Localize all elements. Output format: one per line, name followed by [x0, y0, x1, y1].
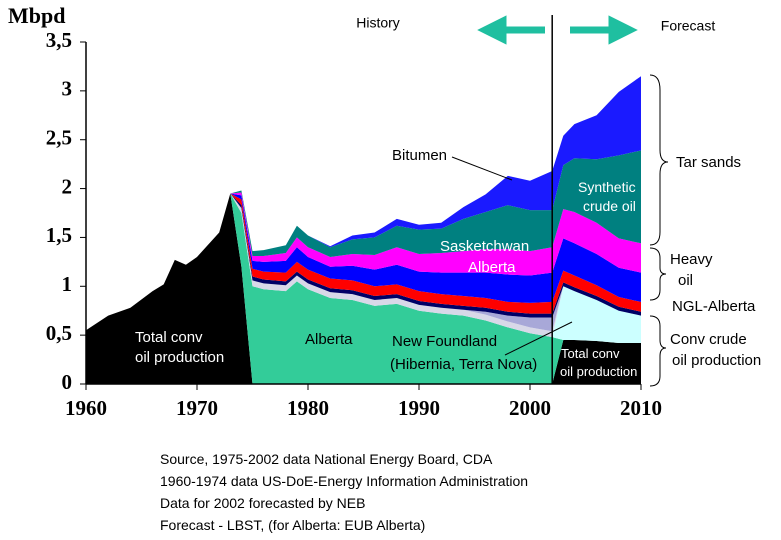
annotation: Sasketchwan — [440, 238, 529, 255]
history-arrow — [477, 15, 545, 45]
area — [86, 192, 641, 331]
x-tick-label: 1970 — [176, 396, 218, 420]
area — [86, 193, 641, 384]
area — [86, 76, 641, 331]
annotation: New Foundland (Hibernia, Terra Nova) — [390, 333, 537, 373]
y-tick-label: 1 — [62, 272, 73, 296]
leader-line — [504, 321, 573, 356]
annotation: Alberta — [305, 331, 353, 348]
period-label: Forecast — [661, 18, 716, 34]
area — [86, 193, 641, 384]
leader-line — [451, 156, 513, 181]
area — [86, 150, 641, 331]
source: Source, 1975-2002 data National Energy B… — [160, 451, 528, 533]
bracket — [649, 74, 669, 246]
annotation: Bitumen — [392, 147, 447, 164]
y-tick-label: 1,5 — [46, 223, 72, 247]
annotation: Total conv oil production — [560, 346, 637, 379]
annotation: Total conv oil production — [135, 329, 224, 366]
x-tick-label: 1960 — [65, 396, 107, 420]
x-tick-label: 1980 — [287, 396, 329, 420]
areas — [86, 76, 641, 384]
bracket — [649, 315, 667, 387]
y-tick-label: 3 — [62, 77, 73, 101]
annotation: Conv crude oil production — [670, 331, 761, 369]
y-tick-label: 0,5 — [46, 321, 72, 345]
annotation: Tar sands — [676, 154, 741, 171]
area — [86, 193, 641, 331]
y-axis-label: Mbpd — [8, 3, 65, 28]
x-tick-label: 2010 — [620, 396, 662, 420]
period-label: History — [356, 15, 400, 31]
y-tick-label: 2,5 — [46, 126, 72, 150]
x-tick-label: 2000 — [509, 396, 551, 420]
y-tick-label: 2 — [62, 174, 73, 198]
y-tick-label: 0 — [62, 370, 73, 394]
annotation: NGL-Alberta — [672, 298, 756, 315]
area — [86, 193, 641, 343]
annotation: Synthetic crude oil — [578, 179, 636, 214]
x-tick-label: 1990 — [398, 396, 440, 420]
y-tick-label: 3,5 — [46, 28, 72, 52]
annotation: Alberta — [468, 259, 516, 276]
bracket — [649, 247, 667, 301]
forecast-arrow — [570, 15, 638, 45]
annotation: Heavy oil — [670, 251, 713, 289]
